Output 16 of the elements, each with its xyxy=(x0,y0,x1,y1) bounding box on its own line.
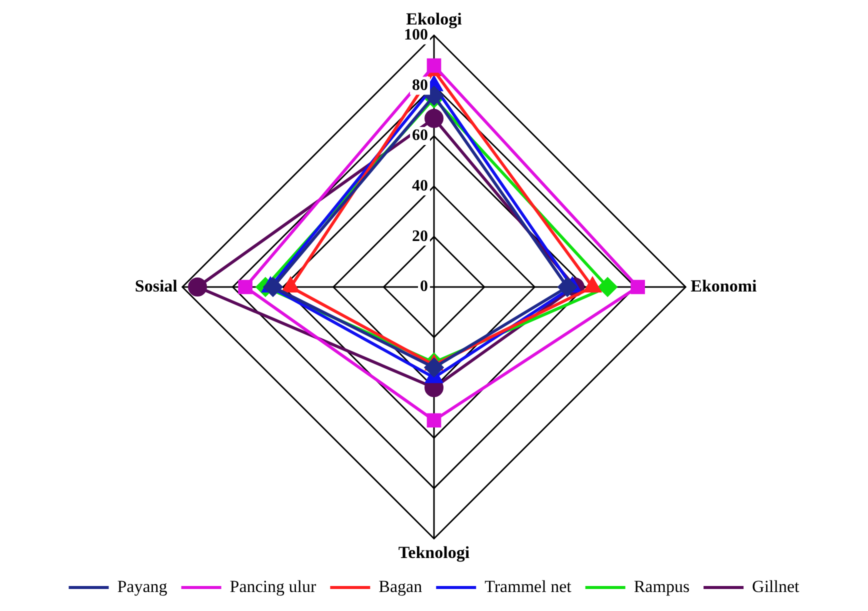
spoke-label: Ekologi xyxy=(406,10,462,29)
spoke-label: Teknologi xyxy=(398,543,470,562)
legend-label: Trammel net xyxy=(484,576,572,596)
y-tick-label: 60 xyxy=(412,127,428,144)
legend-label: Bagan xyxy=(378,576,423,596)
legend-label: Pancing ulur xyxy=(230,576,317,596)
legend-label: Gillnet xyxy=(752,576,800,596)
y-tick-label: 80 xyxy=(412,76,428,94)
y-tick-label: 100 xyxy=(404,26,428,44)
spoke-label: Sosial xyxy=(134,276,178,296)
legend-label: Rampus xyxy=(634,576,690,596)
y-tick-label: 40 xyxy=(412,178,428,194)
y-tick-label: 0 xyxy=(420,278,428,296)
spoke-label: Ekonomi xyxy=(690,276,758,296)
y-tick-label: 20 xyxy=(412,228,428,245)
legend-label: Payang xyxy=(117,576,168,596)
